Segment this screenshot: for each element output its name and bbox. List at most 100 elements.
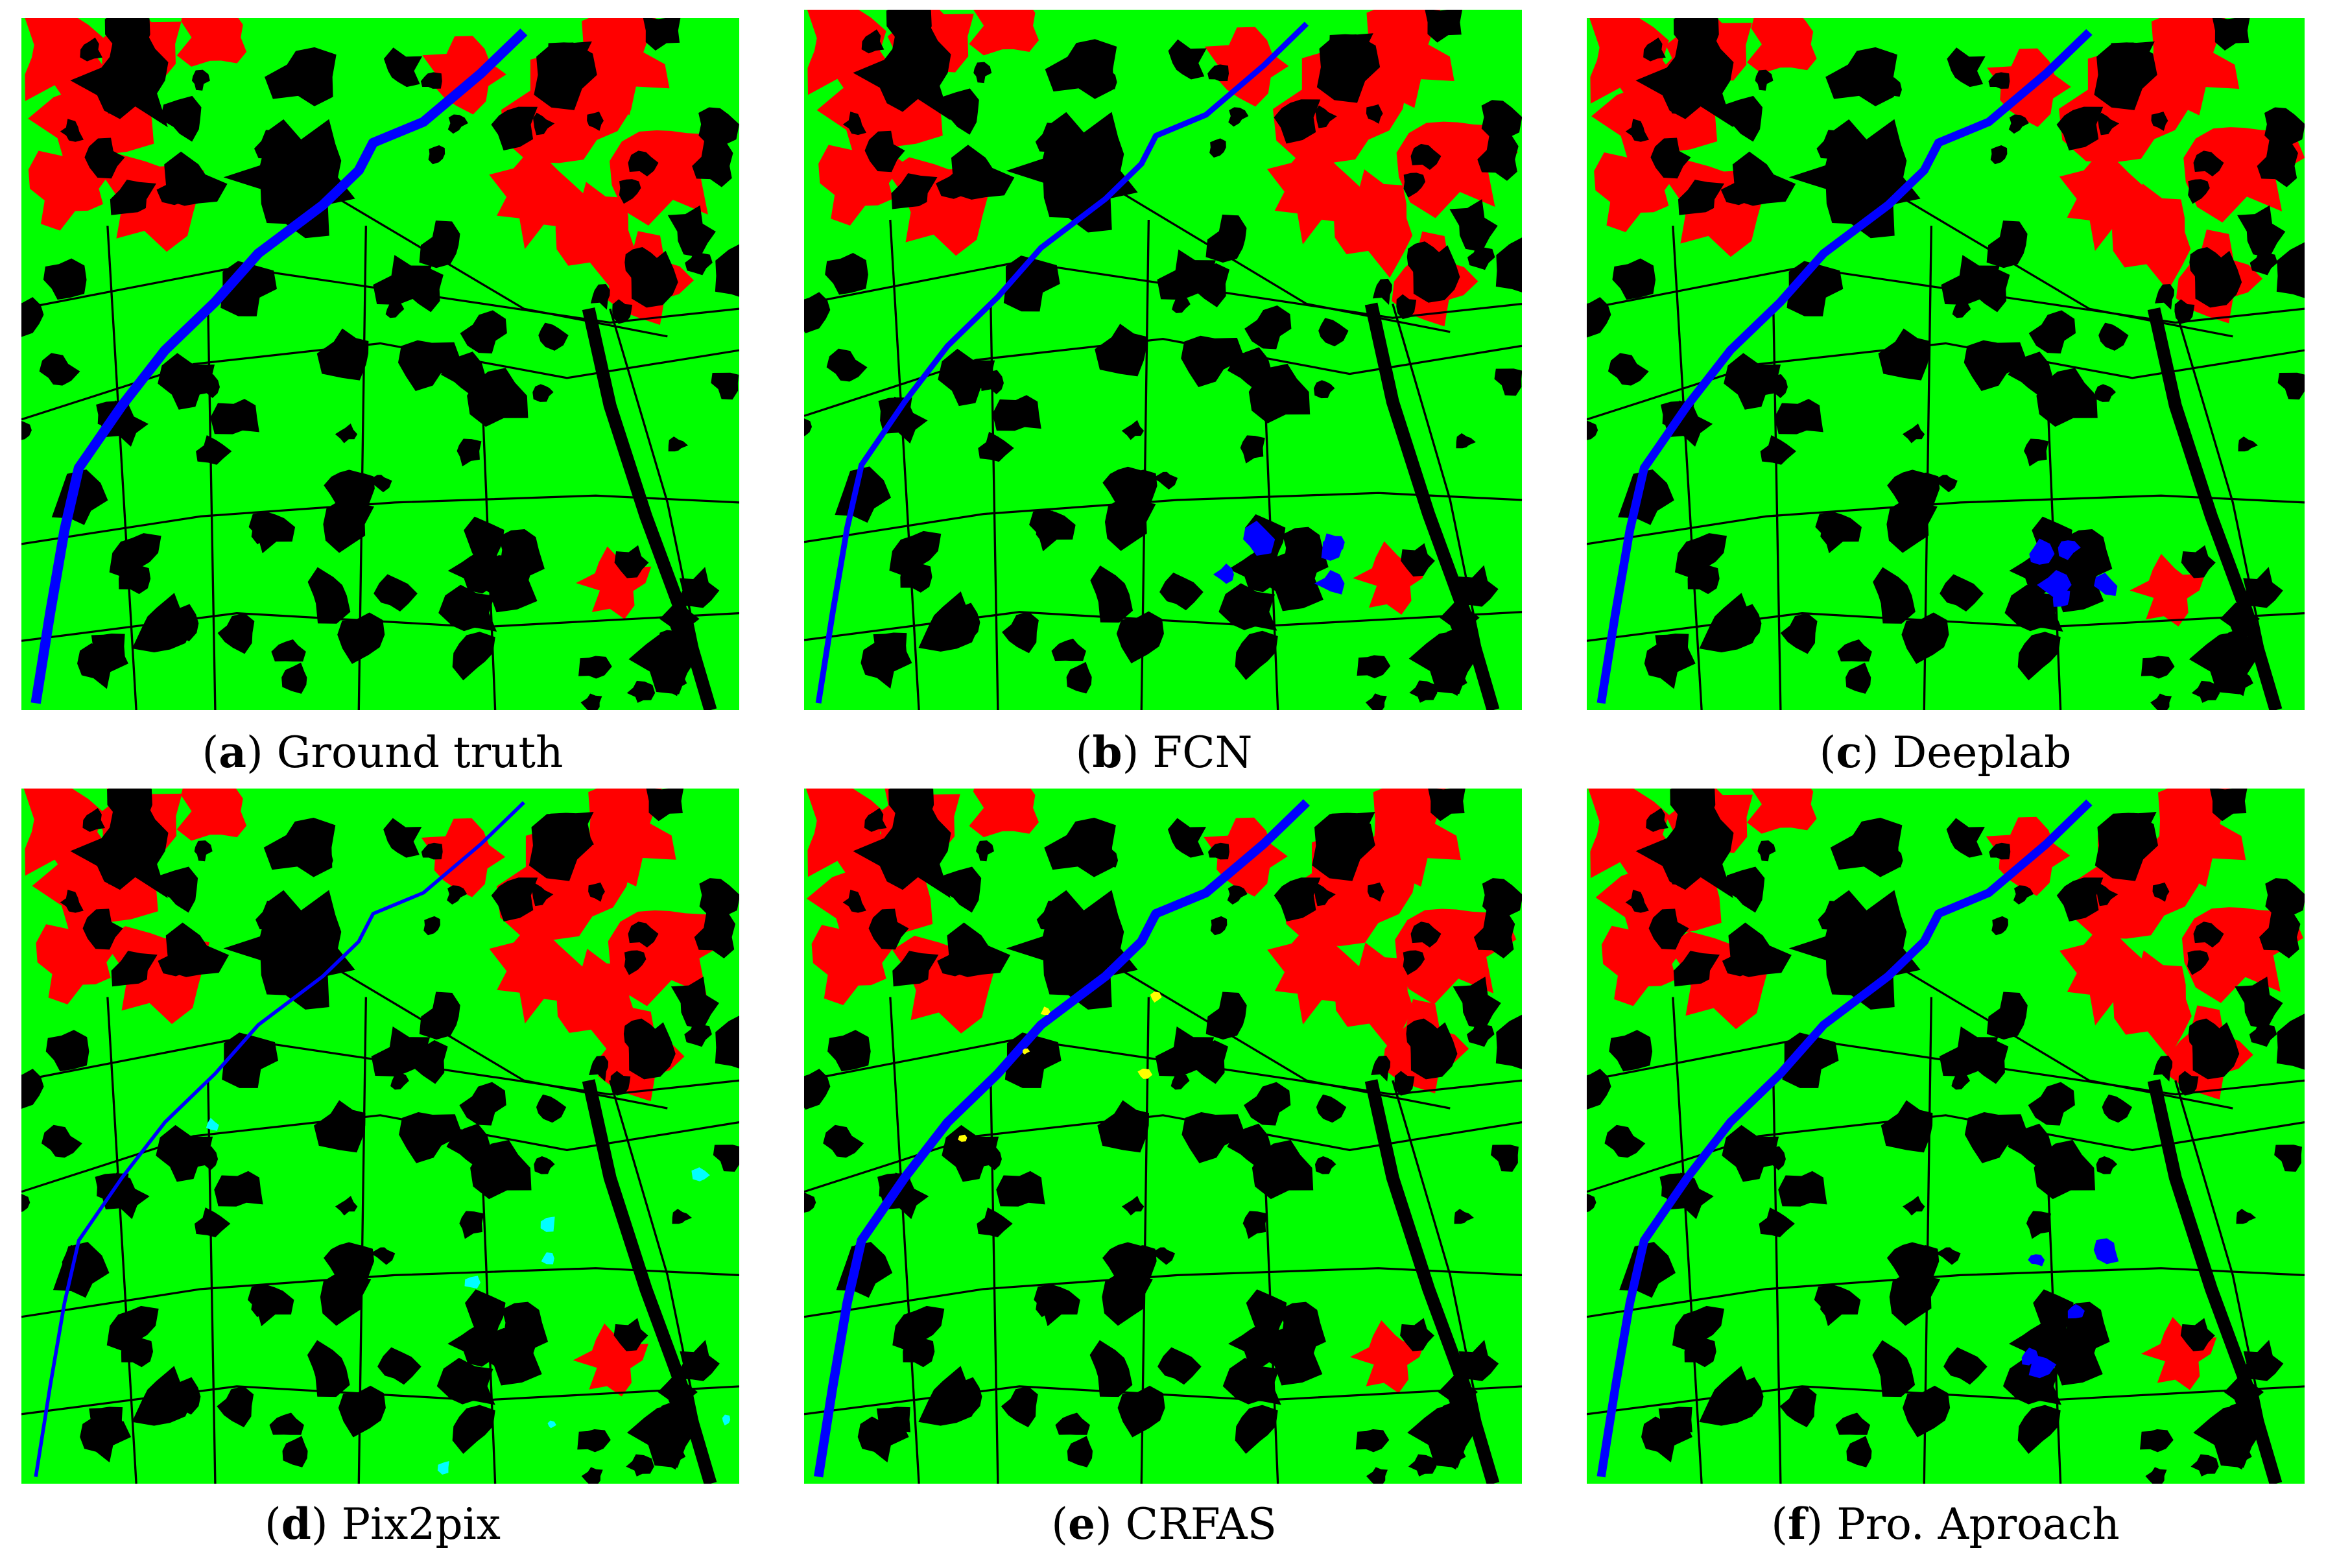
background-patch [1467,245,1495,270]
background-patch [623,1018,661,1056]
background-patch [1372,278,1392,305]
background-patch [868,909,909,950]
background-patch [1403,172,1426,198]
background-patch [1157,1347,1202,1385]
background-patch [1495,1014,1522,1069]
background-patch [2110,41,2155,84]
caption-d: (d) Pix2pix [265,1499,501,1549]
background-patch [438,584,497,632]
caption-letter-c: c [1836,727,1862,778]
background-patch [1396,294,1417,320]
background-patch [491,877,538,921]
background-patch [1723,866,1765,913]
background-patch [1820,1285,1845,1318]
road-line [1140,219,1150,710]
background-patch [1481,100,1522,139]
background-patch [1881,77,1902,101]
background-patch [823,1124,864,1158]
background-patch [1466,1022,1495,1047]
background-patch [578,656,612,679]
background-patch [1943,1347,1988,1385]
background-patch [2259,908,2301,958]
road-line [479,364,497,710]
background-patch [1724,353,1781,410]
background-patch [160,95,202,142]
road-line [1902,197,2233,338]
background-patch [978,431,1014,462]
background-patch [311,848,333,872]
background-patch [1887,469,1932,506]
background-patch [502,1301,549,1350]
road-line [357,997,368,1484]
background-patch [976,840,995,862]
background-patch [1097,1100,1150,1153]
segmentation-map-c [1587,18,2305,710]
background-patch [619,179,641,204]
background-patch [21,1194,30,1212]
background-patch [1102,1242,1148,1279]
background-patch [447,885,468,905]
background-patch [1235,1405,1278,1455]
background-patch [251,513,276,545]
caption-label-c: Deeplab [1892,728,2072,778]
caption-label-f: Pro. Aproach [1836,1499,2120,1549]
background-patch [1403,950,1425,975]
background-patch [1274,877,1321,921]
background-patch [2237,205,2286,258]
background-patch [1625,119,1649,142]
background-patch [1121,1196,1145,1216]
road-line [207,309,217,710]
road-line [990,1080,999,1484]
background-patch [1991,916,2008,936]
background-patch [1150,1247,1176,1265]
background-patch [2028,1082,2075,1126]
background-patch [2174,299,2195,324]
background-patch [889,530,942,578]
highway [2147,307,2283,710]
shallow-water-patch [464,1276,481,1289]
background-patch [1104,497,1156,551]
background-patch [1117,1385,1165,1438]
background-patch [1410,143,1442,170]
urban-area [811,925,897,1006]
background-patch [373,255,432,305]
background-patch [320,1272,372,1326]
background-patch [335,423,358,444]
shallow-water-patch [540,1217,555,1232]
background-patch [2056,106,2104,151]
background-patch [1835,1412,1871,1435]
background-patch [324,1242,369,1279]
background-patch [1228,107,1249,127]
background-patch [1097,848,1119,872]
caption-label-a: Ground truth [276,728,564,778]
background-patch [864,130,905,172]
shallow-water-patch [691,1167,710,1182]
background-patch [1181,1112,1246,1163]
urban-area [176,789,247,841]
background-patch [1845,662,1871,694]
background-patch [532,384,554,402]
background-patch [1428,789,1466,822]
background-patch [2276,242,2305,298]
road-line [357,226,368,710]
background-patch [973,62,992,84]
background-patch [536,1094,567,1123]
background-patch [938,88,979,135]
background-patch [1672,1305,1724,1352]
background-patch [1684,1338,1716,1368]
segmentation-map-e [804,789,1522,1484]
background-patch [2013,885,2034,905]
background-patch [1764,374,1788,398]
background-patch [2235,976,2283,1029]
background-patch [156,166,198,206]
background-patch [370,1247,396,1265]
urban-area [573,1323,648,1397]
background-patch [1155,1026,1215,1077]
background-patch [900,563,932,593]
background-patch [624,246,662,285]
background-patch [825,252,868,295]
background-patch [667,205,716,258]
road-line [21,612,739,642]
background-patch [853,16,951,121]
background-patch [1168,39,1207,80]
